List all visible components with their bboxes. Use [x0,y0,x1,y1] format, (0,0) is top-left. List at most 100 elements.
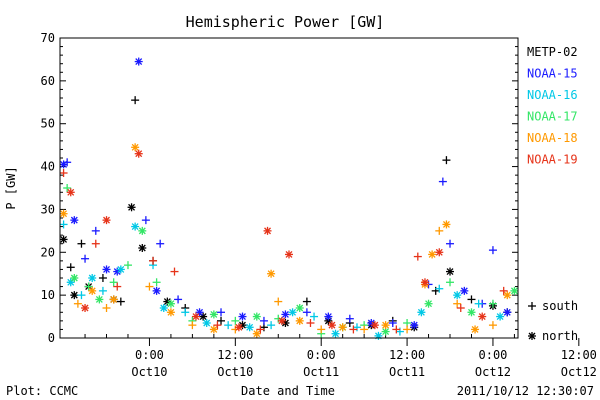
x-axis-label: Date and Time [241,384,335,398]
data-point [438,177,447,186]
data-point [63,158,72,167]
data-point [420,278,429,287]
data-point [166,299,175,308]
data-point [374,331,383,340]
legend-entry: NOAA-19 [527,153,578,167]
data-point [217,316,226,325]
data-point [213,321,222,330]
data-point [471,325,480,334]
y-axis-label: P [GW] [4,166,18,209]
legend-entry: NOAA-16 [527,88,578,102]
data-point [413,252,422,261]
data-point [238,312,247,321]
legend-entry: NOAA-15 [527,67,578,81]
data-point [446,278,455,287]
data-point [424,299,433,308]
y-tick-label: 10 [41,288,55,302]
data-point [224,321,233,330]
data-point [63,184,72,192]
legend-marker-label: south [542,299,578,313]
data-point [488,246,497,255]
data-point [345,314,354,323]
data-point [109,295,118,304]
data-point [170,267,179,276]
axes: 0 10 20 30 40 50 60 70 0:00 Oct10 12:00 Oct10 0:00 Oc… [41,31,597,379]
data-point [59,209,68,218]
data-point [159,304,168,312]
data-point [98,274,107,282]
data-point [503,308,512,317]
data-point [453,299,462,308]
legend-entry: NOAA-18 [527,131,578,145]
y-tick-label: 70 [41,31,55,45]
data-point [435,284,444,293]
legend: METP-02 NOAA-15 NOAA-16 NOAA-17 NOAA-18 NOAA-… [527,45,578,343]
data-point [252,329,261,338]
data-point [102,304,111,312]
data-point [77,239,86,248]
legend-entry: NOAA-17 [527,110,578,124]
data-point [134,149,143,158]
data-point [131,96,140,105]
data-point [310,312,319,321]
data-point [102,265,111,274]
data-point [134,57,143,66]
data-point [288,308,297,317]
x-tick-time-label: 12:00 [561,348,597,362]
data-point [388,319,397,327]
data-point [109,278,118,287]
data-point [281,310,290,319]
data-point [428,250,437,259]
chart-title: Hemispheric Power [GW] [186,13,385,31]
data-point [295,316,304,325]
data-point [70,216,79,225]
x-tick-date-label: Oct10 [131,365,167,379]
data-point [217,308,226,317]
data-point [116,265,125,274]
data-point [317,325,326,334]
data-point [263,226,272,235]
data-point [499,286,508,295]
data-point [256,325,265,334]
data-point [152,286,161,295]
data-point [102,216,111,225]
y-tick-label: 0 [48,331,55,345]
data-point [70,291,79,300]
data-point [327,321,336,330]
data-point [267,321,276,330]
data-point [166,308,175,317]
data-point [302,297,311,306]
data-point [331,329,340,338]
data-point [456,304,465,312]
data-point [131,143,140,152]
y-tick-label: 40 [41,160,55,174]
data-point [306,319,315,327]
data-point [460,286,469,295]
x-tick-time-label: 12:00 [389,348,425,362]
data-point [123,261,132,270]
data-point [98,286,107,295]
data-point [274,297,283,306]
data-points [59,57,519,340]
data-point [77,291,86,300]
data-point [81,304,90,312]
data-point [209,310,218,319]
data-point [131,222,140,231]
data-point [442,220,451,229]
data-point [191,312,200,321]
y-tick-label: 30 [41,202,55,216]
data-point [141,216,150,225]
data-point [267,269,276,278]
data-point [84,282,93,291]
y-tick-label: 50 [41,117,55,131]
data-point [95,295,104,304]
data-point [127,203,136,212]
data-point [259,316,268,325]
data-point [149,256,158,265]
x-tick-date-label: Oct12 [561,365,597,379]
data-point [488,321,497,330]
data-point [381,321,390,330]
data-point [474,299,483,308]
data-point [252,312,261,321]
